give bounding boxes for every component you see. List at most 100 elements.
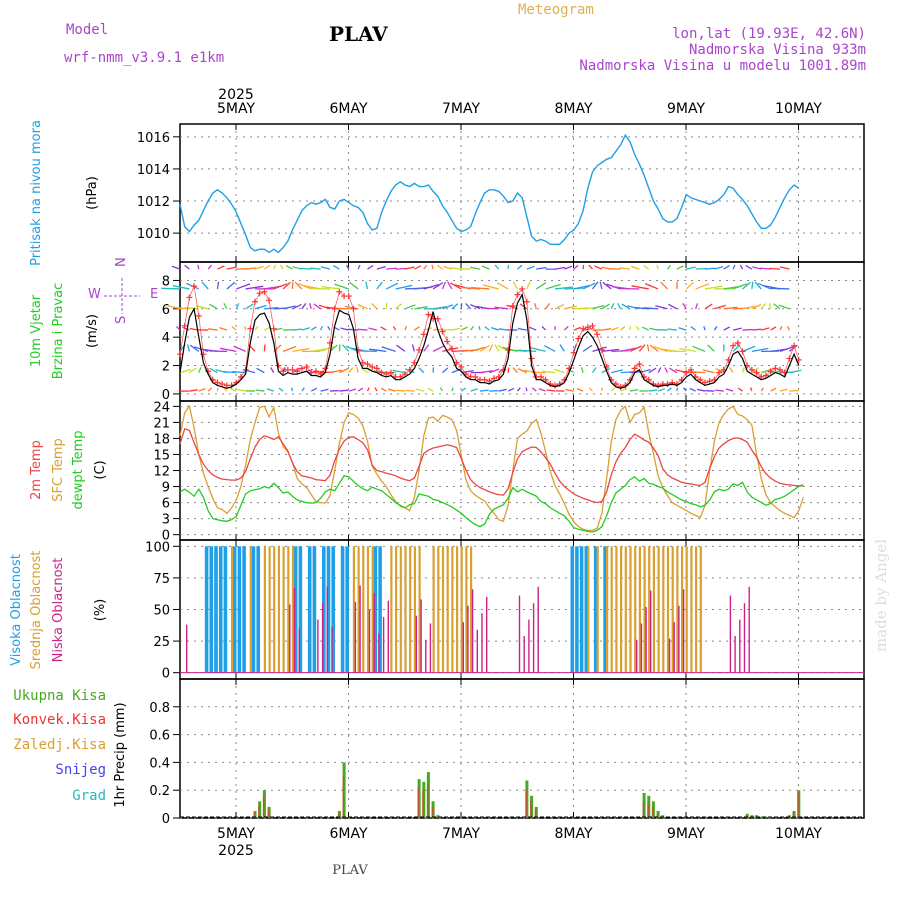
- wind-arrow: [256, 367, 265, 374]
- precip-conv-bar: [262, 795, 265, 818]
- wind-arrow: [685, 281, 695, 290]
- wind-arrow: [629, 388, 639, 392]
- wind-arrow: [310, 387, 318, 392]
- niska-oblacnost-bar: [471, 589, 474, 673]
- srednja-oblacnost-bar: [413, 546, 416, 673]
- wind-arrow: [691, 371, 706, 374]
- year-label-top: 2025: [218, 87, 254, 103]
- wind-arrow: [682, 303, 687, 310]
- precip-legend-1: Konvek.Kisa: [13, 712, 106, 728]
- wind-arrow: [638, 344, 646, 352]
- wind-arrow: [285, 265, 293, 270]
- wind-arrow: [496, 282, 509, 290]
- wind-arrow: [222, 370, 237, 374]
- wind-arrow: [729, 367, 734, 374]
- wind-arrow: [642, 326, 650, 331]
- wind-arrow: [189, 367, 197, 374]
- srednja-oblacnost-bar: [699, 546, 702, 673]
- wind-arrow: [573, 326, 582, 331]
- wind-arrow: [714, 265, 724, 270]
- day-label-bottom: 6MAY: [329, 826, 367, 842]
- wind-arrow: [554, 303, 565, 310]
- precip-conv-bar: [792, 812, 795, 818]
- wind-arrow: [229, 387, 237, 392]
- y-tick-label: 18: [153, 432, 170, 447]
- precip-conv-bar: [422, 790, 424, 818]
- wind-arrow: [300, 267, 312, 270]
- wind-arrow: [282, 345, 297, 352]
- day-label-bottom: 10MAY: [775, 826, 822, 842]
- y-tick-label: 75: [153, 572, 170, 587]
- wind-arrow: [786, 326, 790, 331]
- wind-arrow: [415, 388, 424, 392]
- precip-unit: 1hr Precip (mm): [113, 702, 128, 807]
- wind-arrow: [646, 344, 650, 352]
- wind-arrow: [741, 367, 745, 373]
- visoka-oblacnost-bar: [331, 546, 335, 673]
- compass-s: S: [114, 316, 129, 324]
- wind-arrow: [546, 389, 556, 392]
- precip-conv-bar: [337, 813, 340, 818]
- temp-2m-label: 2m Temp: [29, 440, 44, 500]
- wind-arrow: [339, 368, 349, 374]
- wind-arrow: [482, 284, 499, 290]
- niska-oblacnost-bar: [293, 588, 296, 673]
- wind-arrow: [768, 303, 772, 309]
- wind-arrow: [392, 369, 406, 374]
- wind-arrow: [525, 387, 528, 392]
- precip-conv-bar: [642, 801, 645, 818]
- niska-oblacnost-bar: [298, 628, 300, 673]
- wind-arrow: [395, 303, 402, 310]
- wind-arrow: [742, 328, 753, 331]
- wind-arrow: [301, 327, 310, 331]
- cloud-unit: (%): [93, 599, 108, 622]
- wind-arrow: [565, 388, 574, 392]
- wind-arrow: [631, 285, 649, 290]
- wind-arrow: [309, 303, 312, 309]
- wind-arrow: [588, 264, 593, 270]
- niska-oblacnost-bar: [462, 622, 464, 673]
- compass-e: E: [150, 287, 158, 302]
- wind-arrow: [461, 286, 481, 290]
- srednja-oblacnost-bar: [371, 546, 374, 673]
- wind-arrow: [184, 306, 199, 310]
- wind-arrow: [526, 281, 531, 290]
- wind-arrow: [664, 367, 669, 373]
- precip-panel: 0 0.2 0.4 0.6 0.8: [149, 678, 865, 827]
- wind-arrow: [737, 387, 743, 392]
- wind-arrow: [591, 367, 597, 374]
- wind-arrow: [696, 388, 706, 392]
- wind-arrow: [702, 369, 715, 374]
- srednja-oblacnost-bar: [451, 546, 454, 673]
- niska-oblacnost-bar: [373, 593, 375, 673]
- precip-conv-bar: [651, 806, 654, 818]
- precip-conv-bar: [253, 812, 255, 818]
- dewpt-label: dewpt Temp: [71, 430, 86, 509]
- niska-oblacnost-bar: [331, 627, 333, 673]
- wind-arrow: [660, 281, 668, 290]
- visoka-oblacnost-bar: [340, 546, 345, 673]
- wind-arrow: [279, 264, 284, 270]
- wind-arrow: [667, 328, 677, 331]
- y-tick-label: 50: [153, 604, 170, 619]
- srednja-oblacnost-bar: [432, 546, 435, 673]
- wind-arrow: [599, 281, 603, 290]
- visoka-oblacnost-bar: [575, 546, 579, 673]
- wind-arrow: [643, 307, 659, 310]
- srednja-oblacnost-bar: [695, 546, 698, 673]
- wind-arrow: [770, 387, 777, 392]
- srednja-oblacnost-bar: [456, 546, 459, 673]
- wind-arrow: [161, 287, 181, 290]
- wind-arrow: [761, 327, 770, 331]
- niska-oblacnost-bar: [317, 619, 319, 673]
- wind-arrow: [294, 281, 303, 290]
- wind-arrow: [442, 304, 454, 310]
- wind-arrow: [723, 306, 738, 310]
- niska-oblacnost-bar: [748, 586, 750, 673]
- wind-arrow: [208, 328, 218, 331]
- srednja-oblacnost-bar: [366, 546, 370, 673]
- precip-conv-bar: [530, 801, 532, 818]
- wind-arrow: [245, 285, 264, 290]
- wind-arrow: [519, 303, 528, 310]
- visoka-oblacnost-bar: [251, 546, 256, 673]
